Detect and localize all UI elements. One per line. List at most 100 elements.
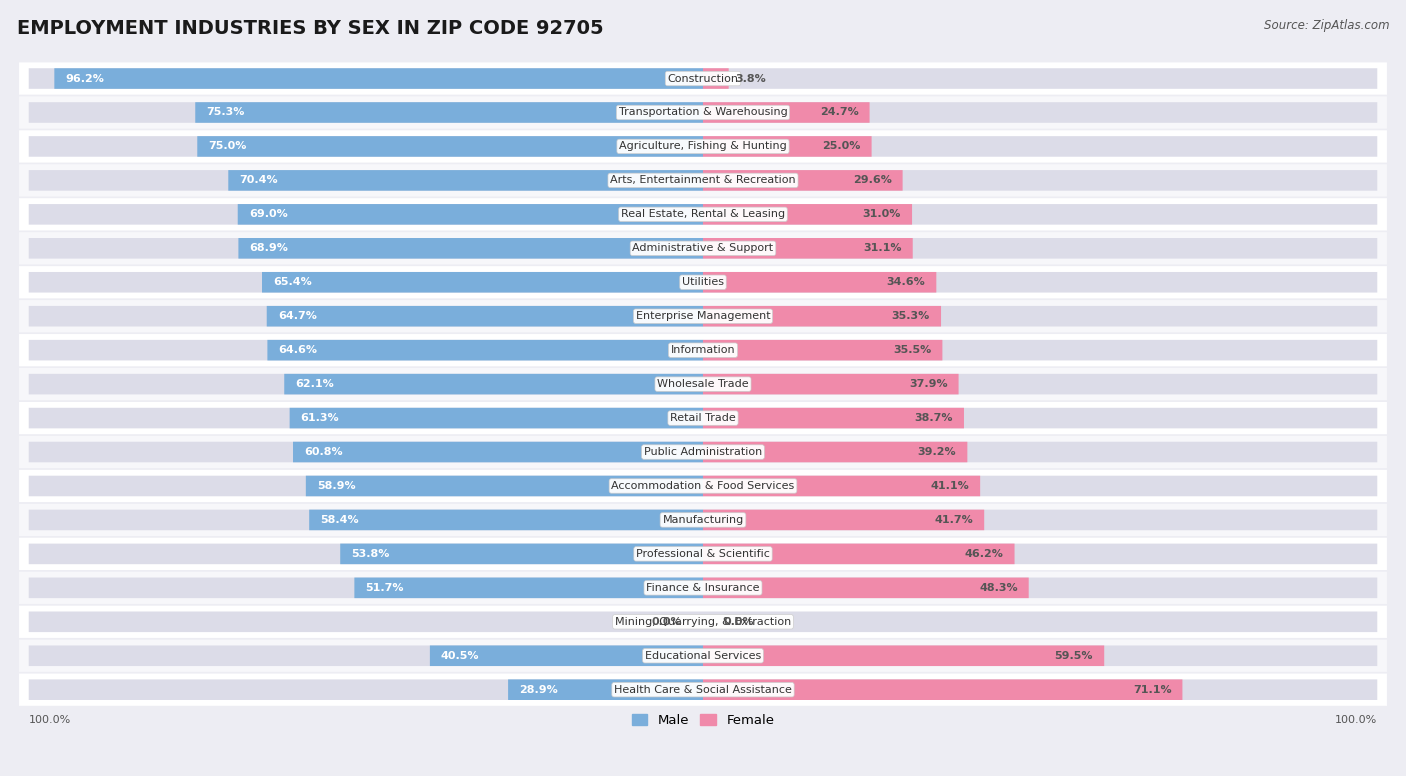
FancyBboxPatch shape (239, 238, 703, 258)
Text: Administrative & Support: Administrative & Support (633, 244, 773, 253)
FancyBboxPatch shape (195, 102, 703, 123)
Text: 0.0%: 0.0% (652, 617, 682, 627)
FancyBboxPatch shape (262, 272, 703, 293)
Text: Arts, Entertainment & Recreation: Arts, Entertainment & Recreation (610, 175, 796, 185)
FancyBboxPatch shape (28, 68, 1378, 88)
FancyBboxPatch shape (20, 368, 1386, 400)
Text: 48.3%: 48.3% (979, 583, 1018, 593)
FancyBboxPatch shape (340, 544, 703, 564)
FancyBboxPatch shape (20, 232, 1386, 265)
FancyBboxPatch shape (28, 306, 1378, 327)
Text: 31.1%: 31.1% (863, 244, 901, 253)
FancyBboxPatch shape (354, 577, 703, 598)
FancyBboxPatch shape (703, 340, 942, 361)
Text: 37.9%: 37.9% (908, 379, 948, 389)
FancyBboxPatch shape (20, 572, 1386, 604)
FancyBboxPatch shape (703, 577, 1029, 598)
FancyBboxPatch shape (20, 62, 1386, 95)
FancyBboxPatch shape (28, 442, 1378, 462)
Text: Information: Information (671, 345, 735, 355)
FancyBboxPatch shape (267, 306, 703, 327)
FancyBboxPatch shape (28, 510, 1378, 530)
FancyBboxPatch shape (238, 204, 703, 224)
Text: Agriculture, Fishing & Hunting: Agriculture, Fishing & Hunting (619, 141, 787, 151)
Text: 41.7%: 41.7% (935, 515, 973, 525)
Text: Construction: Construction (668, 74, 738, 84)
FancyBboxPatch shape (28, 374, 1378, 394)
FancyBboxPatch shape (20, 674, 1386, 706)
FancyBboxPatch shape (703, 102, 869, 123)
Text: 40.5%: 40.5% (441, 651, 479, 660)
Text: 75.3%: 75.3% (207, 108, 245, 117)
FancyBboxPatch shape (508, 680, 703, 700)
Text: 38.7%: 38.7% (914, 413, 953, 423)
Text: 64.7%: 64.7% (278, 311, 316, 321)
FancyBboxPatch shape (20, 198, 1386, 230)
Text: Wholesale Trade: Wholesale Trade (657, 379, 749, 389)
Text: 51.7%: 51.7% (366, 583, 404, 593)
FancyBboxPatch shape (20, 96, 1386, 129)
Text: 29.6%: 29.6% (852, 175, 891, 185)
FancyBboxPatch shape (28, 680, 1378, 700)
FancyBboxPatch shape (703, 238, 912, 258)
FancyBboxPatch shape (28, 577, 1378, 598)
FancyBboxPatch shape (703, 407, 965, 428)
FancyBboxPatch shape (20, 504, 1386, 536)
Text: Retail Trade: Retail Trade (671, 413, 735, 423)
Text: 35.5%: 35.5% (893, 345, 931, 355)
FancyBboxPatch shape (20, 469, 1386, 502)
Text: 58.4%: 58.4% (321, 515, 359, 525)
FancyBboxPatch shape (430, 646, 703, 666)
Text: 71.1%: 71.1% (1133, 684, 1171, 695)
Text: 28.9%: 28.9% (519, 684, 558, 695)
FancyBboxPatch shape (28, 544, 1378, 564)
FancyBboxPatch shape (20, 402, 1386, 435)
Text: 0.0%: 0.0% (724, 617, 754, 627)
FancyBboxPatch shape (292, 442, 703, 462)
FancyBboxPatch shape (703, 374, 959, 394)
FancyBboxPatch shape (20, 436, 1386, 468)
FancyBboxPatch shape (28, 272, 1378, 293)
FancyBboxPatch shape (20, 165, 1386, 196)
Legend: Male, Female: Male, Female (626, 708, 780, 733)
Text: 41.1%: 41.1% (931, 481, 969, 491)
Text: 100.0%: 100.0% (28, 715, 72, 725)
Text: Enterprise Management: Enterprise Management (636, 311, 770, 321)
Text: 69.0%: 69.0% (249, 210, 288, 220)
Text: 34.6%: 34.6% (887, 277, 925, 287)
FancyBboxPatch shape (20, 300, 1386, 332)
Text: 46.2%: 46.2% (965, 549, 1004, 559)
FancyBboxPatch shape (703, 170, 903, 191)
Text: Mining, Quarrying, & Extraction: Mining, Quarrying, & Extraction (614, 617, 792, 627)
FancyBboxPatch shape (307, 476, 703, 497)
Text: 61.3%: 61.3% (301, 413, 339, 423)
FancyBboxPatch shape (703, 272, 936, 293)
FancyBboxPatch shape (703, 68, 728, 88)
Text: 59.5%: 59.5% (1054, 651, 1092, 660)
FancyBboxPatch shape (28, 204, 1378, 224)
FancyBboxPatch shape (28, 136, 1378, 157)
Text: 75.0%: 75.0% (208, 141, 246, 151)
Text: 60.8%: 60.8% (304, 447, 343, 457)
Text: 70.4%: 70.4% (239, 175, 278, 185)
FancyBboxPatch shape (703, 680, 1182, 700)
Text: Professional & Scientific: Professional & Scientific (636, 549, 770, 559)
Text: 100.0%: 100.0% (1334, 715, 1378, 725)
FancyBboxPatch shape (703, 646, 1104, 666)
FancyBboxPatch shape (228, 170, 703, 191)
FancyBboxPatch shape (28, 102, 1378, 123)
Text: 25.0%: 25.0% (823, 141, 860, 151)
FancyBboxPatch shape (20, 130, 1386, 163)
FancyBboxPatch shape (284, 374, 703, 394)
Text: Public Administration: Public Administration (644, 447, 762, 457)
FancyBboxPatch shape (703, 204, 912, 224)
FancyBboxPatch shape (703, 442, 967, 462)
FancyBboxPatch shape (28, 407, 1378, 428)
FancyBboxPatch shape (20, 538, 1386, 570)
Text: 62.1%: 62.1% (295, 379, 335, 389)
Text: 3.8%: 3.8% (735, 74, 766, 84)
Text: Source: ZipAtlas.com: Source: ZipAtlas.com (1264, 19, 1389, 33)
Text: Health Care & Social Assistance: Health Care & Social Assistance (614, 684, 792, 695)
Text: 68.9%: 68.9% (249, 244, 288, 253)
FancyBboxPatch shape (267, 340, 703, 361)
